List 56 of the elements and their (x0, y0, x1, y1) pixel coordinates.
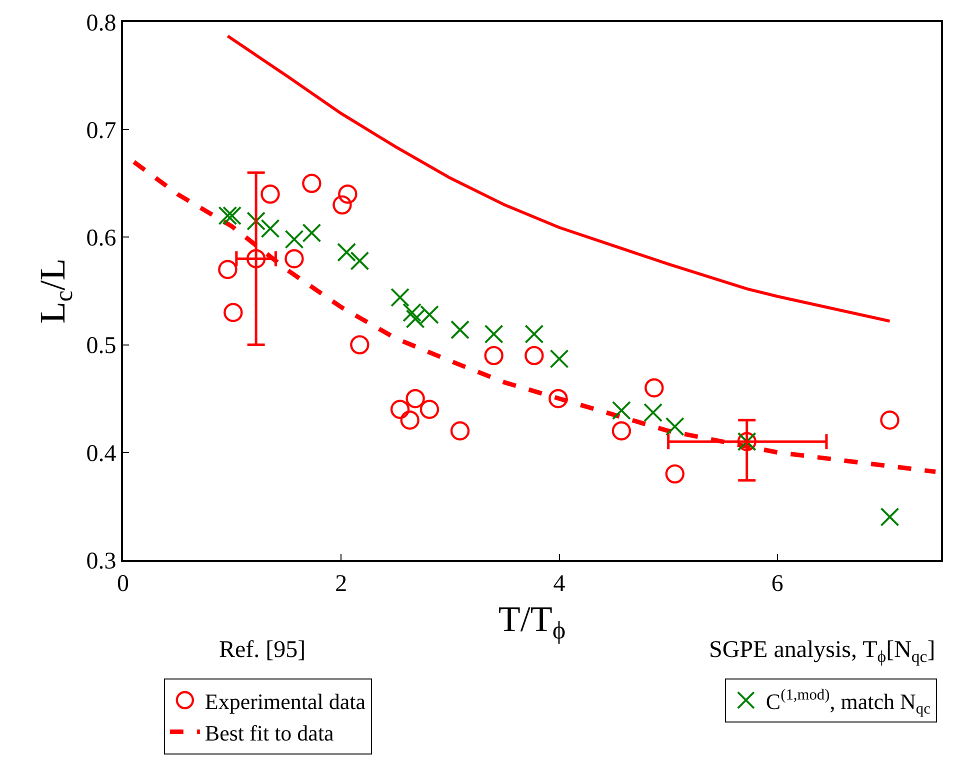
point (450, 320, 470, 340)
legend-label: Experimental data (204, 688, 366, 714)
x-tick-label: 2 (335, 570, 348, 597)
point (880, 410, 900, 430)
point (390, 288, 410, 307)
point (665, 417, 684, 436)
point (218, 206, 238, 226)
point (246, 212, 266, 231)
point (420, 400, 440, 419)
point (337, 242, 356, 262)
point (644, 403, 663, 422)
legend-label: C$^{(1,mod)}$, match N$_{qc}$ (766, 686, 931, 718)
legend-label: Best fit to data (204, 720, 334, 746)
point (246, 249, 266, 268)
point (484, 324, 504, 344)
point (222, 206, 242, 226)
y-tick-label: 0.4 (86, 440, 116, 467)
point (260, 219, 280, 238)
point (224, 302, 243, 322)
text: SGPE analysis, T$_{ϕ}$[N$_{qc}$] (709, 637, 936, 666)
point (550, 349, 569, 368)
point (284, 230, 304, 249)
point (548, 389, 568, 408)
point (665, 464, 684, 484)
x-tick-label: 6 (771, 570, 784, 597)
point (338, 184, 358, 204)
point (350, 251, 370, 270)
point (400, 410, 420, 430)
y-tick-label: 0.5 (86, 333, 116, 360)
point (524, 346, 544, 366)
point (644, 378, 664, 398)
point (612, 400, 631, 420)
point (880, 507, 900, 526)
point (332, 195, 352, 215)
text: Ref. [95] (219, 637, 306, 663)
point (612, 421, 632, 440)
line-series (226, 34, 892, 323)
point (524, 324, 544, 344)
point (406, 309, 425, 328)
point (284, 249, 304, 268)
point (450, 421, 470, 440)
point (302, 174, 322, 193)
x-tick-label: 4 (553, 570, 566, 597)
x-tick-label: 0 (117, 570, 129, 597)
y-tick-label: 0.3 (86, 548, 116, 574)
point (390, 400, 410, 419)
point (218, 260, 238, 280)
point (260, 184, 280, 204)
point (484, 346, 504, 366)
point (406, 389, 425, 408)
y-tick-label: 0.8 (86, 10, 116, 36)
point (302, 223, 322, 242)
y-tick-label: 0.6 (86, 226, 116, 252)
point (350, 335, 370, 354)
x-axis-title: T/T$_{ϕ}$ (498, 599, 566, 645)
y-tick-label: 0.7 (86, 118, 116, 144)
